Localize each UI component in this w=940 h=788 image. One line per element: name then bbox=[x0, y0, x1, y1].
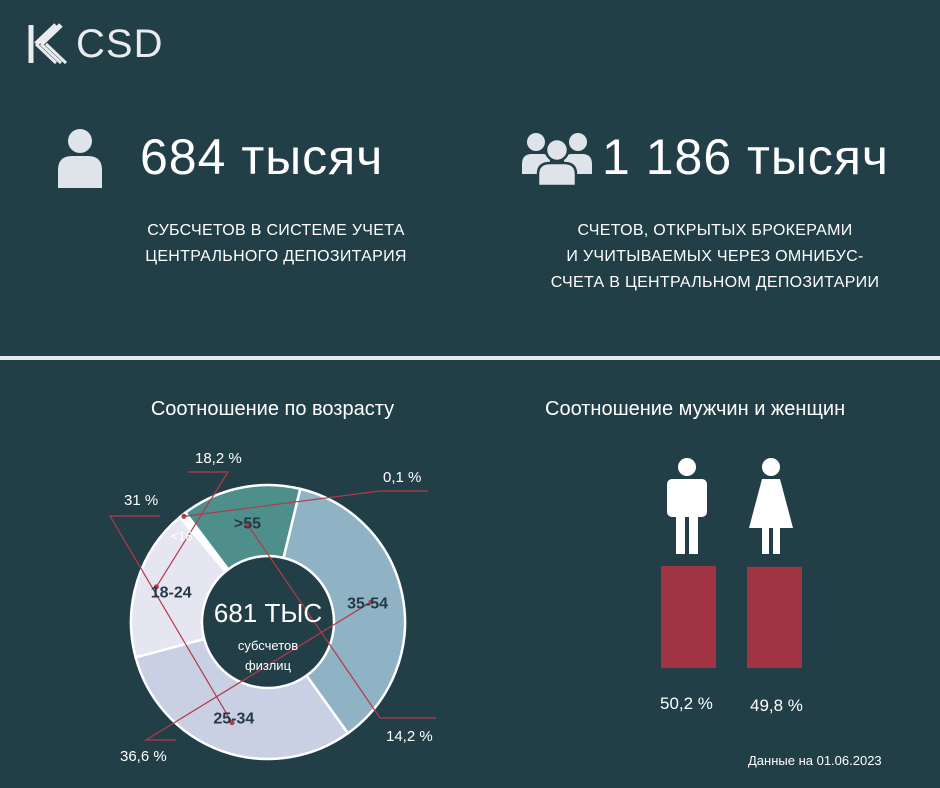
pct-label-men: 50,2 % bbox=[660, 694, 713, 713]
donut-center-line2: физлиц bbox=[245, 658, 292, 673]
pct-label-18-24: 18,2 % bbox=[195, 450, 242, 467]
man-icon bbox=[667, 458, 707, 554]
pct-label-lt18: 0,1 % bbox=[383, 469, 422, 486]
logo-text: CSD bbox=[76, 21, 164, 66]
leader-dot-35-54 bbox=[368, 599, 374, 605]
stat-subaccounts-line: ЦЕНТРАЛЬНОГО ДЕПОЗИТАРИЯ bbox=[145, 248, 407, 265]
stat-subaccounts-value: 684 тысяч bbox=[140, 129, 384, 185]
gender-bar-women bbox=[747, 566, 802, 668]
pct-label-55plus: 14,2 % bbox=[386, 728, 433, 745]
csd-logo-mark-icon bbox=[28, 23, 68, 65]
donut-segment-35-54 bbox=[282, 487, 407, 736]
stat-accounts-value: 1 186 тысяч bbox=[602, 129, 889, 185]
pct-label-35-54: 36,6 % bbox=[120, 748, 167, 765]
donut-segment-25-34 bbox=[134, 637, 350, 761]
leader-line-55plus bbox=[247, 524, 436, 719]
data-date-footnote: Данные на 01.06.2023 bbox=[748, 753, 882, 768]
leader-line-18-24 bbox=[155, 471, 230, 588]
csd-logo: CSD bbox=[28, 22, 178, 66]
donut-center-line1: субсчетов bbox=[238, 638, 298, 653]
person-icon bbox=[58, 129, 102, 188]
group-icon bbox=[522, 133, 592, 186]
donut-center-value: 681 ТЫС bbox=[214, 598, 322, 628]
stat-subaccounts-description: СУБСЧЕТОВ В СИСТЕМЕ УЧЕТА ЦЕНТРАЛЬНОГО Д… bbox=[76, 218, 476, 270]
leader-line-35-54 bbox=[143, 601, 372, 741]
stat-accounts-line: СЧЕТОВ, ОТКРЫТЫХ БРОКЕРАМИ bbox=[577, 222, 853, 239]
leader-dot-55plus bbox=[245, 522, 251, 528]
donut-category-label-25-34: 25-34 bbox=[213, 711, 254, 728]
gender-bar-men bbox=[661, 566, 716, 668]
donut-category-label-35-54: 35-54 bbox=[347, 596, 388, 613]
stat-subaccounts-line: СУБСЧЕТОВ В СИСТЕМЕ УЧЕТА bbox=[147, 222, 405, 239]
section-divider bbox=[0, 356, 940, 360]
age-chart-title: Соотношение по возрасту bbox=[150, 398, 395, 420]
donut-category-label-lt18: <18 bbox=[171, 528, 193, 543]
gender-chart-title: Соотношение мужчин и женщин bbox=[545, 398, 846, 420]
stat-accounts-line: СЧЕТА В ЦЕНТРАЛЬНОМ ДЕПОЗИТАРИИ bbox=[550, 274, 880, 291]
stat-accounts-description: СЧЕТОВ, ОТКРЫТЫХ БРОКЕРАМИ И УЧИТЫВАЕМЫХ… bbox=[500, 218, 930, 296]
leader-dot-18-24 bbox=[153, 584, 159, 590]
leader-line-25-34 bbox=[108, 515, 233, 724]
donut-category-label-18-24: 18-24 bbox=[151, 584, 192, 601]
stat-accounts-line: И УЧИТЫВАЕМЫХ ЧЕРЕЗ ОМНИБУС- bbox=[566, 248, 864, 265]
leader-line-lt18 bbox=[183, 490, 428, 517]
pct-label-25-34: 31 % bbox=[124, 492, 159, 509]
donut-category-label-55plus: >55 bbox=[234, 516, 261, 533]
pct-label-women: 49,8 % bbox=[750, 696, 803, 715]
leader-dot-lt18 bbox=[181, 513, 187, 519]
woman-icon bbox=[749, 458, 793, 554]
leader-dot-25-34 bbox=[229, 720, 235, 726]
